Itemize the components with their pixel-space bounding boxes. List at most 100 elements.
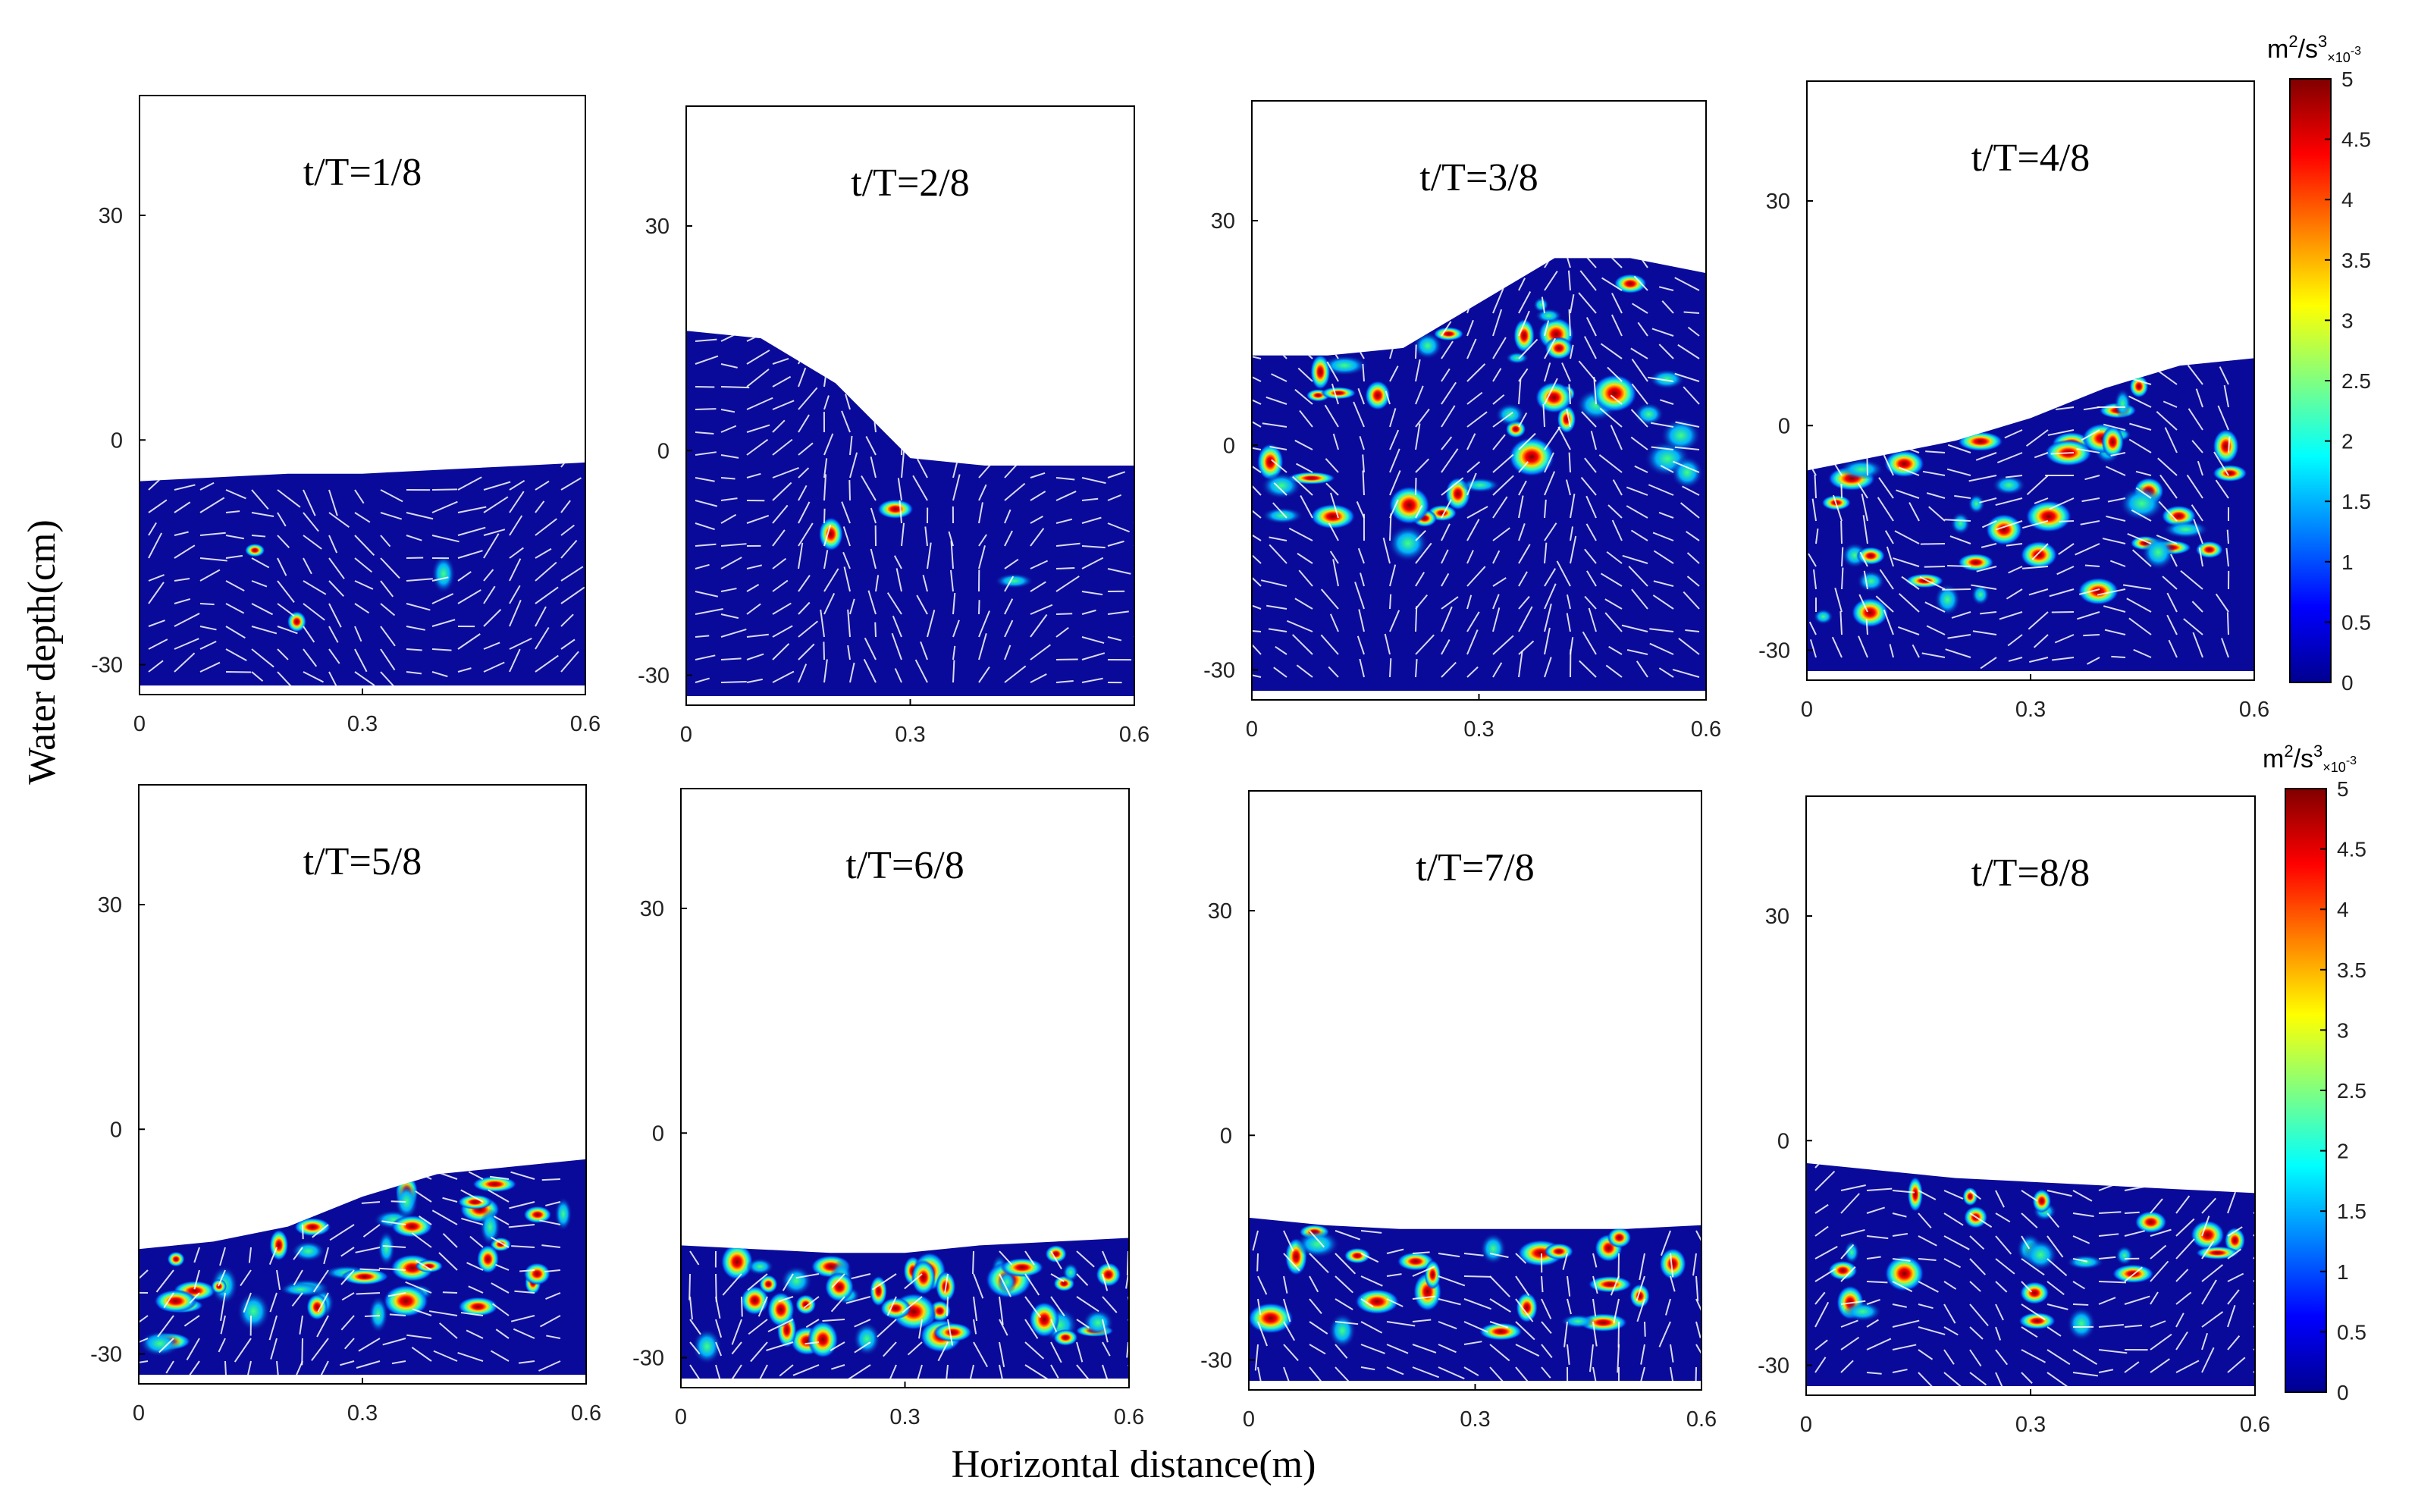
velocity-arrow	[415, 1259, 432, 1271]
velocity-arrow	[917, 458, 928, 478]
velocity-arrow	[1925, 450, 1946, 453]
velocity-arrow	[380, 648, 396, 671]
dissipation-hotspot	[2066, 1307, 2097, 1341]
velocity-arrow	[1325, 482, 1339, 496]
velocity-arrow	[354, 557, 373, 573]
velocity-arrow	[1466, 461, 1481, 473]
velocity-arrow	[978, 545, 986, 569]
velocity-arrow	[493, 1216, 510, 1225]
velocity-arrow	[1921, 652, 1946, 658]
velocity-arrow	[1257, 1275, 1268, 1295]
velocity-arrow	[891, 632, 902, 660]
velocity-arrow	[1386, 1248, 1404, 1254]
panel-4: t/T=4/8 -30 0 30 0 0.3 0.6	[1758, 80, 2269, 722]
velocity-arrow	[695, 563, 710, 569]
velocity-arrow	[2034, 497, 2049, 504]
y-tick-label: -30	[1758, 1354, 1789, 1379]
velocity-arrow	[544, 1269, 561, 1273]
velocity-arrow	[1492, 607, 1501, 632]
velocity-arrow	[1257, 1298, 1262, 1316]
velocity-arrow	[1683, 591, 1700, 610]
velocity-arrow	[1492, 337, 1507, 359]
velocity-arrow	[1570, 526, 1573, 541]
velocity-arrow	[387, 1292, 406, 1297]
velocity-arrow	[1866, 1256, 1881, 1259]
velocity-arrow	[442, 1233, 458, 1248]
velocity-arrow	[1252, 629, 1262, 632]
velocity-arrow	[2227, 1226, 2243, 1237]
velocity-arrow	[1463, 1341, 1482, 1345]
velocity-arrow	[2159, 474, 2178, 499]
velocity-arrow	[2049, 588, 2075, 598]
velocity-arrow	[1649, 628, 1674, 632]
velocity-arrow	[1999, 611, 2023, 620]
velocity-arrow	[466, 1329, 484, 1339]
velocity-arrow	[1320, 634, 1339, 655]
velocity-arrow	[1415, 594, 1428, 610]
velocity-arrow	[854, 1341, 871, 1354]
velocity-arrow	[509, 547, 524, 559]
velocity-arrow	[1996, 520, 2023, 531]
velocity-arrow	[897, 478, 902, 501]
velocity-arrow	[1335, 1344, 1348, 1359]
velocity-arrow	[720, 454, 739, 459]
dissipation-hotspot	[1971, 583, 1990, 606]
velocity-arrow	[2166, 614, 2178, 635]
colorbar-tick-label: 3.5	[2337, 958, 2366, 982]
velocity-arrow	[2026, 475, 2049, 495]
velocity-arrow	[1946, 468, 1971, 476]
velocity-arrow	[2128, 617, 2152, 635]
velocity-arrow	[1518, 544, 1531, 564]
velocity-arrow	[1004, 530, 1013, 547]
velocity-arrow	[1544, 604, 1552, 632]
velocity-arrow	[1892, 1258, 1911, 1262]
velocity-arrow	[1283, 1230, 1294, 1252]
velocity-arrow	[495, 1328, 510, 1339]
velocity-arrow	[1030, 560, 1049, 569]
velocity-arrow	[1651, 422, 1674, 428]
velocity-arrow	[359, 1268, 381, 1271]
velocity-arrow	[199, 640, 217, 650]
velocity-arrow	[1695, 1230, 1701, 1253]
velocity-arrow	[155, 1269, 174, 1293]
velocity-arrow	[2106, 515, 2126, 522]
x-tick-label: 0	[133, 1401, 145, 1426]
velocity-arrow	[1466, 411, 1488, 428]
velocity-arrow	[411, 1347, 432, 1362]
velocity-arrow	[415, 1190, 432, 1203]
velocity-arrow	[468, 1285, 484, 1294]
velocity-arrow	[2046, 1281, 2065, 1296]
velocity-arrow	[695, 338, 717, 342]
velocity-arrow	[999, 1341, 1005, 1367]
velocity-arrow	[2072, 1212, 2094, 1218]
velocity-arrow	[1299, 409, 1313, 428]
velocity-arrow	[1918, 1349, 1934, 1360]
velocity-arrow	[1492, 287, 1504, 314]
velocity-arrow	[560, 462, 577, 468]
velocity-arrow	[1861, 494, 1868, 522]
colorbar-tick-label: 1	[2341, 551, 2354, 574]
velocity-arrow	[1326, 361, 1339, 382]
velocity-arrow	[1518, 412, 1528, 428]
velocity-arrow	[1356, 501, 1365, 519]
velocity-arrow	[952, 474, 961, 501]
velocity-arrow	[1670, 1275, 1676, 1292]
velocity-arrow	[248, 1247, 252, 1263]
velocity-arrow	[841, 501, 851, 524]
velocity-arrow	[1353, 401, 1365, 428]
dissipation-hotspot	[1634, 402, 1664, 426]
velocity-arrow	[354, 626, 362, 642]
velocity-arrow	[509, 585, 521, 604]
y-tick-label: 30	[1208, 899, 1232, 924]
velocity-arrow	[2072, 1349, 2098, 1366]
velocity-arrow	[689, 1319, 701, 1335]
x-tick-label: 0	[133, 712, 146, 736]
velocity-arrow	[1919, 576, 1946, 590]
velocity-arrow	[1866, 1319, 1879, 1328]
velocity-arrow	[380, 580, 394, 598]
velocity-arrow	[1283, 1275, 1288, 1294]
velocity-arrow	[2150, 1228, 2172, 1237]
velocity-arrow	[1659, 399, 1674, 405]
velocity-arrow	[193, 1247, 200, 1263]
y-tick-label: 0	[110, 1118, 122, 1142]
